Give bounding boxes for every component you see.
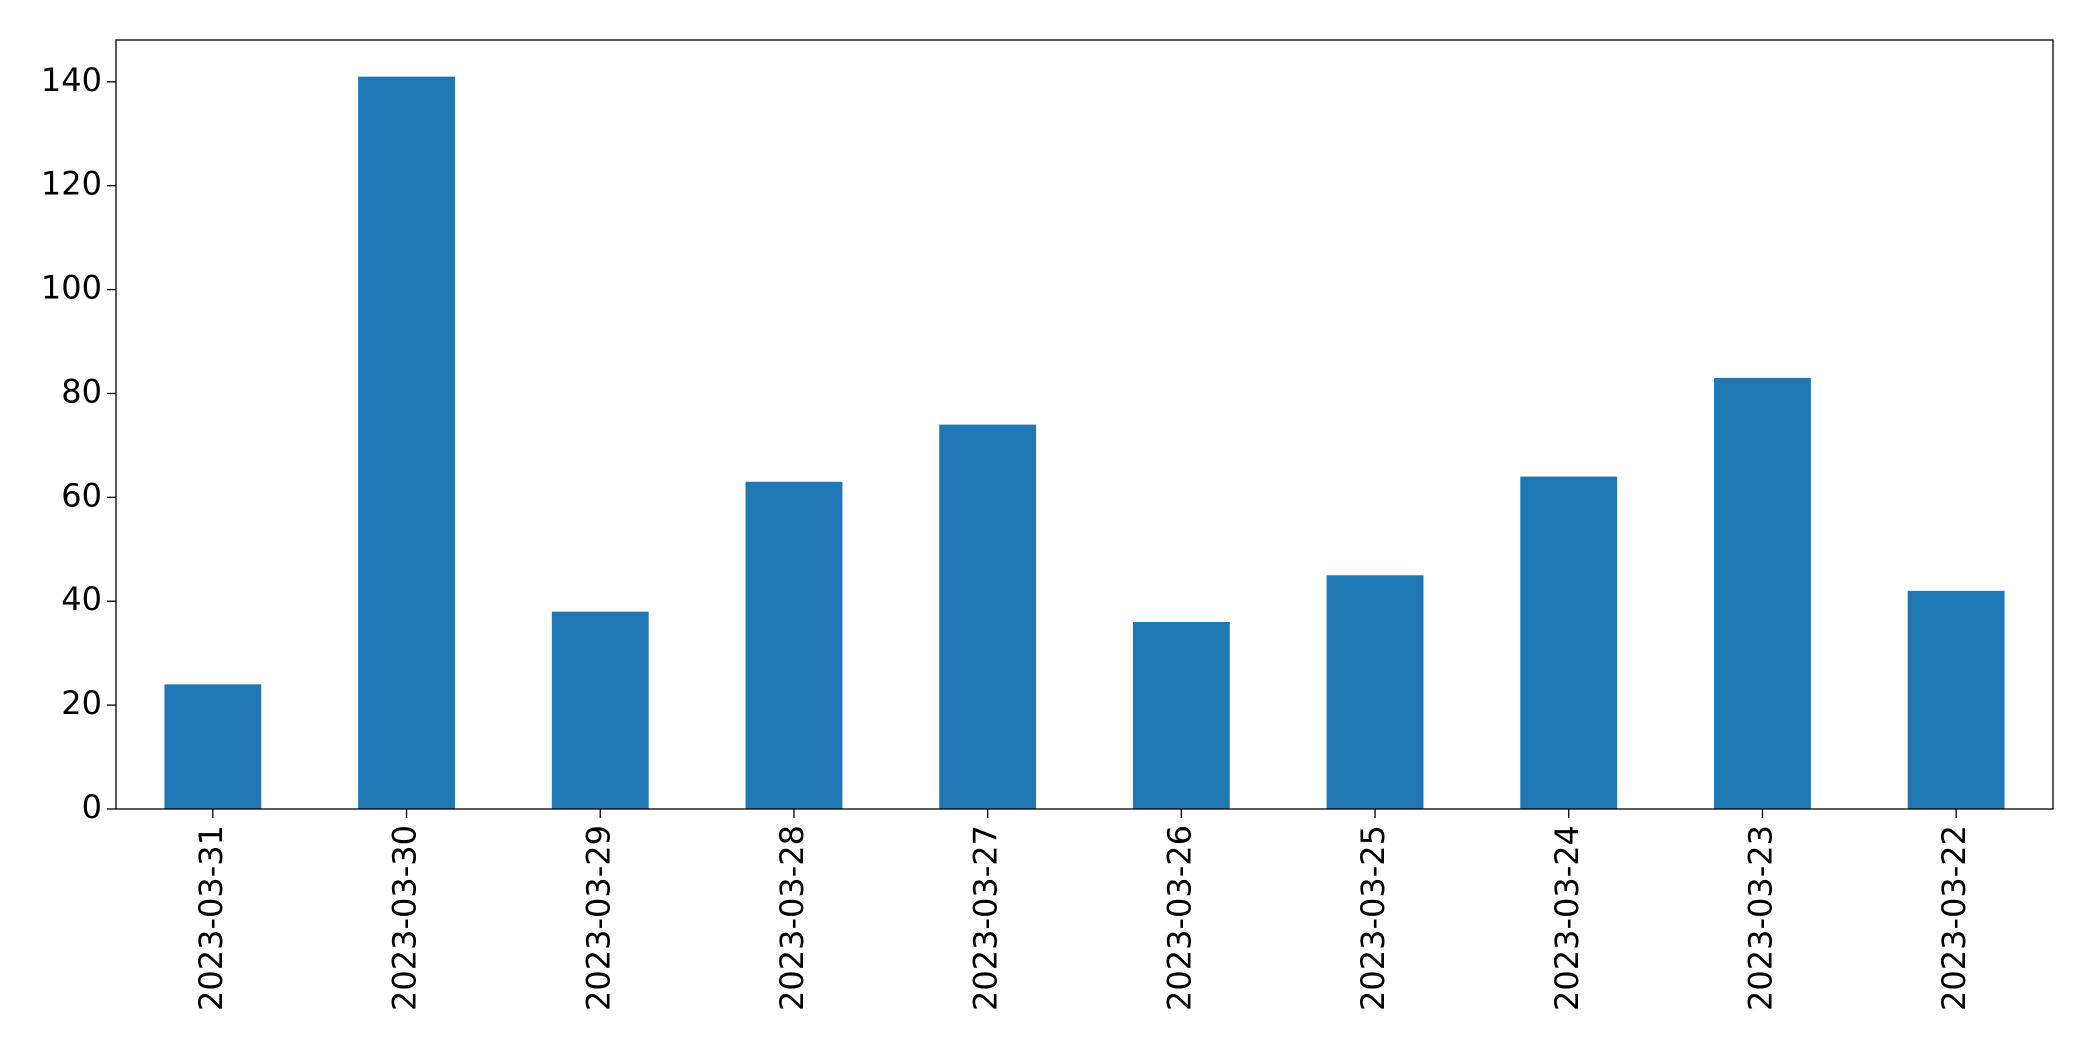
y-tick-label: 80 bbox=[61, 372, 102, 410]
y-tick-label: 20 bbox=[61, 684, 102, 722]
bar bbox=[551, 611, 649, 809]
x-tick-label: 2023-03-29 bbox=[579, 825, 617, 1011]
x-tick-label: 2023-03-23 bbox=[1741, 825, 1779, 1011]
x-tick-label: 2023-03-24 bbox=[1548, 825, 1586, 1011]
y-tick-label: 40 bbox=[61, 580, 102, 618]
bar bbox=[1132, 622, 1230, 809]
y-tick-label: 140 bbox=[41, 61, 102, 99]
y-tick-label: 120 bbox=[41, 165, 102, 203]
x-tick-label: 2023-03-26 bbox=[1160, 825, 1198, 1011]
x-tick-label: 2023-03-31 bbox=[192, 825, 230, 1011]
bar bbox=[1714, 377, 1811, 809]
bar bbox=[1907, 590, 2005, 809]
y-tick-label: 60 bbox=[61, 476, 102, 514]
bar bbox=[745, 481, 843, 809]
bar bbox=[358, 76, 455, 810]
x-tick-label: 2023-03-22 bbox=[1935, 825, 1973, 1011]
y-tick-label: 0 bbox=[82, 788, 102, 826]
x-tick-label: 2023-03-25 bbox=[1354, 825, 1392, 1011]
bar bbox=[164, 684, 262, 809]
y-tick-label: 100 bbox=[41, 269, 102, 307]
x-tick-label: 2023-03-30 bbox=[386, 825, 424, 1011]
plot-frame bbox=[115, 39, 2054, 810]
bar bbox=[1520, 476, 1618, 809]
bar bbox=[939, 424, 1037, 809]
x-tick-label: 2023-03-28 bbox=[773, 825, 811, 1011]
bar bbox=[1326, 575, 1424, 809]
x-tick-label: 2023-03-27 bbox=[967, 825, 1005, 1011]
